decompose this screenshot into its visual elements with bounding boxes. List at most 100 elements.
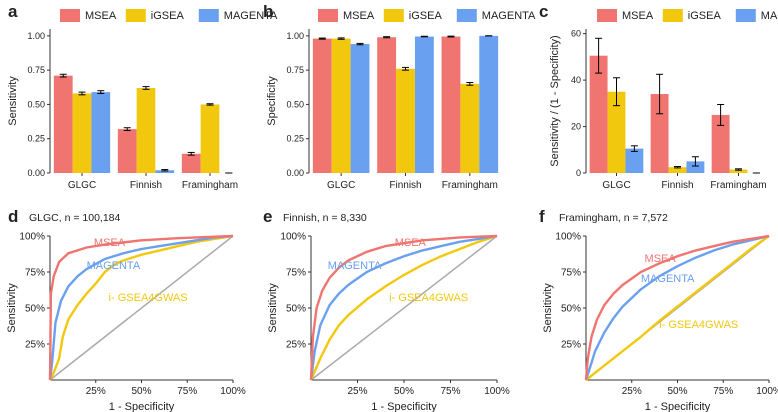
curve-label-i-gsea4gwas: i- GSEA4GWAS: [389, 292, 468, 304]
panel-label-d: d: [8, 207, 18, 226]
legend-swatch-msea: [597, 9, 617, 22]
x-tick-label: 75%: [177, 386, 197, 397]
bar-msea-finnish: [377, 37, 397, 173]
y-axis-label: Specificity: [266, 76, 278, 126]
x-tick-label: 25%: [86, 386, 106, 397]
y-axis-label: Sensitivity: [267, 283, 279, 333]
legend-label-msea: MSEA: [343, 10, 375, 22]
legend-swatch-msea: [60, 9, 80, 22]
diagonal-reference-line: [310, 235, 498, 381]
bar-magenta-finnish: [414, 36, 434, 173]
x-tick-label: 25%: [622, 386, 642, 397]
y-tick-label: 75%: [25, 268, 45, 279]
legend-swatch-magenta: [198, 9, 219, 22]
x-tick-label: 50%: [394, 386, 414, 397]
legend-swatch-magenta: [456, 9, 477, 22]
y-tick-label: 50%: [561, 304, 581, 315]
bar-msea-framingham: [441, 36, 461, 173]
x-tick-label: 25%: [347, 386, 367, 397]
curve-label-i-gsea4gwas: i- GSEA4GWAS: [109, 292, 188, 304]
diagonal-reference-line: [49, 235, 234, 381]
panel-b: b MSEA iGSEA MAGENTA 0.00 0.25 0.50 0.75 1.00 Spe…: [263, 2, 536, 191]
y-tick-label: 60: [571, 29, 581, 39]
legend-swatch-magenta: [735, 9, 756, 22]
bar-igsea-glgc: [72, 93, 92, 173]
panels: a MSEA iGSEA MAGENTA 0.00 0.25 0.50 0.75 1.00 Sen…: [6, 2, 778, 412]
y-tick-label: 20: [571, 122, 581, 132]
x-tick-label: GLGC: [68, 180, 96, 191]
x-axis-label: 1 - Specificity: [109, 401, 175, 412]
curve-label-i-gsea4gwas: i- GSEA4GWAS: [659, 319, 738, 331]
bar-magenta-glgc: [91, 92, 111, 173]
y-tick-label: 0.50: [286, 99, 304, 109]
bar-msea-finnish: [650, 94, 669, 173]
bar-msea-framingham: [181, 153, 201, 173]
panel-label-b: b: [263, 2, 273, 21]
roc-curve-msea: [309, 234, 498, 381]
bar-igsea-finnish: [668, 167, 687, 173]
x-tick-label: 100%: [220, 386, 246, 397]
x-tick-label: 100%: [756, 386, 778, 397]
y-tick-label: 1.00: [286, 31, 304, 41]
panel-title-f: Framingham, n = 7,572: [559, 212, 668, 224]
legend-label-msea: MSEA: [85, 10, 117, 22]
y-tick-label: 0: [576, 168, 581, 178]
legend-swatch-igsea: [125, 9, 146, 22]
panel-a: a MSEA iGSEA MAGENTA 0.00 0.25 0.50 0.75 1.00 Sen…: [7, 2, 278, 191]
roc-curve-magenta: [48, 234, 234, 381]
panel-title-d: GLGC, n = 100,184: [29, 212, 121, 224]
y-tick-label: 100%: [280, 232, 306, 243]
y-tick-label: 25%: [286, 340, 306, 351]
y-tick-label: 1.00: [27, 31, 45, 41]
y-axis-label: Sensitivity: [7, 76, 19, 126]
bar-magenta-finnish: [686, 161, 705, 173]
legend-label-magenta: MAGENTA: [761, 10, 778, 22]
x-tick-label: Framingham: [182, 180, 238, 191]
roc-curve-i-gsea4gwas: [585, 235, 770, 381]
bar-igsea-framingham: [729, 169, 748, 173]
legend-label-msea: MSEA: [622, 10, 654, 22]
roc-curve-msea: [48, 234, 234, 381]
x-tick-label: 50%: [667, 386, 687, 397]
panel-label-f: f: [539, 207, 545, 226]
bar-igsea-finnish: [136, 87, 156, 173]
curve-label-magenta: MAGENTA: [328, 260, 382, 272]
x-tick-label: Framingham: [710, 180, 766, 191]
x-tick-label: Finnish: [130, 180, 162, 191]
panel-f: f Framingham, n = 7,572 25% 25% 50% 50% 75% 75%…: [539, 207, 778, 412]
panel-title-e: Finnish, n = 8,330: [283, 212, 367, 224]
roc-curve-magenta: [584, 234, 770, 381]
panel-label-e: e: [263, 207, 272, 226]
y-tick-label: 50%: [25, 304, 45, 315]
y-tick-label: 100%: [19, 232, 45, 243]
curve-label-msea: MSEA: [395, 237, 427, 249]
curve-label-magenta: MAGENTA: [641, 273, 695, 285]
y-tick-label: 0.00: [27, 168, 45, 178]
legend-swatch-msea: [318, 9, 338, 22]
roc-curve-magenta: [309, 234, 498, 381]
curve-label-msea: MSEA: [645, 253, 677, 265]
x-axis-label: 1 - Specificity: [645, 401, 711, 412]
roc-curve-msea: [584, 234, 770, 381]
y-tick-label: 40: [571, 75, 581, 85]
curve-label-msea: MSEA: [94, 237, 126, 249]
bar-igsea-framingham: [460, 83, 480, 173]
bar-igsea-glgc: [607, 91, 626, 173]
bar-msea-glgc: [53, 75, 73, 173]
panel-label-c: c: [539, 2, 548, 21]
bar-igsea-finnish: [396, 68, 415, 173]
bar-magenta-framingham: [479, 35, 499, 173]
legend-label-igsea: iGSEA: [151, 10, 185, 22]
panel-e: e Finnish, n = 8,330 25% 25% 50% 50% 75% 75% 100…: [263, 207, 510, 412]
x-tick-label: GLGC: [327, 180, 355, 191]
panel-d: d GLGC, n = 100,184 25% 25% 50% 50% 75% 75% 100%…: [6, 207, 246, 412]
x-axis-label: 1 - Specificity: [371, 401, 437, 412]
y-axis-label: Sensitivity: [542, 283, 554, 333]
legend-label-magenta: MAGENTA: [224, 10, 278, 22]
bar-igsea-glgc: [331, 38, 351, 173]
bar-msea-glgc: [312, 38, 332, 173]
bar-igsea-framingham: [200, 104, 220, 173]
x-tick-label: 50%: [131, 386, 151, 397]
legend-swatch-igsea: [383, 9, 404, 22]
